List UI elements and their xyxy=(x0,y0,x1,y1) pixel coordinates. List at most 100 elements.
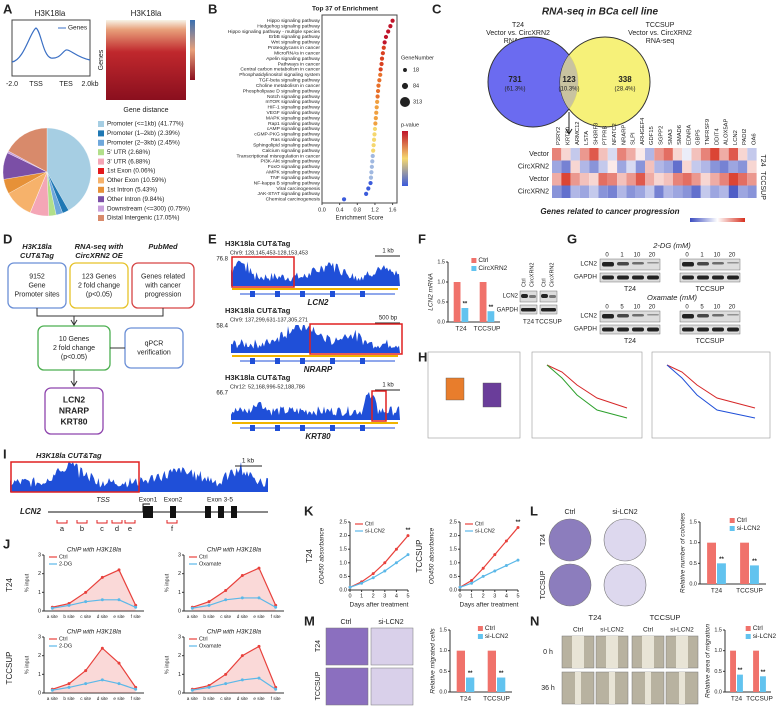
pathway-label: HIF-1 signaling pathway xyxy=(268,105,321,111)
series-point xyxy=(67,685,71,689)
size-key-label: 18 xyxy=(413,67,419,73)
heat-cell xyxy=(570,185,580,198)
dot xyxy=(369,170,374,175)
band xyxy=(682,275,694,280)
band xyxy=(697,327,709,332)
x-tick-label: a site xyxy=(47,614,59,619)
lane-label: 0 xyxy=(605,253,609,259)
track-title: H3K18la CUT&Tag xyxy=(225,239,291,248)
x-axis-label: Days after treatment xyxy=(460,602,519,609)
x-tick-label: 0 xyxy=(458,593,461,599)
lane-label: 5 xyxy=(620,305,624,311)
exon xyxy=(205,506,211,518)
heat-cell xyxy=(626,173,636,186)
heat-cell xyxy=(561,173,571,186)
band xyxy=(712,314,724,317)
series-line xyxy=(192,567,277,608)
y-axis-label: % input xyxy=(164,655,170,674)
x-tick-label: T24 xyxy=(455,326,467,333)
well xyxy=(603,518,647,562)
heat-cell xyxy=(654,160,664,173)
track-max: 66.7 xyxy=(216,391,228,397)
dot xyxy=(386,29,391,34)
blot xyxy=(599,310,661,323)
y-tick-label: 0.0 xyxy=(439,689,447,695)
pathway-label: TNF signaling pathway xyxy=(270,175,320,181)
heat-cell xyxy=(682,185,692,198)
flow-text: 2 fold change xyxy=(78,282,120,289)
heat-cell xyxy=(607,148,618,161)
flow-box xyxy=(44,387,104,435)
blot xyxy=(599,258,661,271)
flow-text: qPCR xyxy=(145,340,164,347)
pathway-label: ErbB signaling pathway xyxy=(269,34,321,40)
col-label: si-LCN2 xyxy=(378,619,403,626)
dot xyxy=(378,67,383,72)
series-point xyxy=(134,687,138,691)
chart-title: Top 37 of Enrichment xyxy=(312,6,379,13)
gene-label: ALOX5AP xyxy=(724,118,730,145)
legend-swatch xyxy=(745,634,751,639)
heat-cell xyxy=(598,148,608,161)
lane-label: 20 xyxy=(649,305,656,311)
chart-title: ChIP with H3K18la xyxy=(207,629,262,636)
y-axis-label: Relative migrated cells xyxy=(430,628,437,694)
panel-label: D xyxy=(3,231,12,246)
series-point xyxy=(100,646,104,650)
colorbar xyxy=(190,20,195,80)
col-label: Ctrl xyxy=(573,627,584,634)
pathway-label: Choline metabolism in cancer xyxy=(256,83,321,89)
y-axis-label: Genes xyxy=(98,49,105,70)
legend-swatch xyxy=(98,186,104,193)
scratch xyxy=(676,636,688,668)
y-tick-label: 0.5 xyxy=(439,669,447,675)
band xyxy=(521,308,536,312)
treatment-title: 2-DG (mM) xyxy=(652,241,691,250)
blot xyxy=(679,272,741,283)
legend-label: 2-DG xyxy=(59,643,72,649)
heat-cell xyxy=(589,173,599,186)
heat-cell xyxy=(691,173,701,186)
y-tick-label: 2 xyxy=(178,653,181,659)
well xyxy=(603,563,647,607)
heat-cell xyxy=(654,185,664,198)
dot xyxy=(376,83,381,88)
x-tick-label: TES xyxy=(59,81,73,88)
dot xyxy=(382,40,387,45)
legend-label: Other Intron (9.84%) xyxy=(107,196,164,203)
arrow xyxy=(565,112,573,135)
flow-text: (p<0.05) xyxy=(61,354,87,361)
gene-label: PTPRB xyxy=(603,126,609,145)
heat-cell xyxy=(710,173,720,186)
heat-cell xyxy=(579,148,590,161)
legend-swatch xyxy=(98,121,104,127)
pathway-label: Notch signaling pathway xyxy=(267,94,321,100)
lane-label: 10 xyxy=(634,253,641,259)
heat-cell xyxy=(710,148,720,161)
lane-label: 20 xyxy=(729,253,736,259)
x-tick-label: e site xyxy=(253,696,265,701)
x-tick-label: e site xyxy=(253,614,265,619)
series-point xyxy=(84,682,88,686)
y-tick-label: 3 xyxy=(178,634,181,640)
x-tick-label: TSS xyxy=(29,81,43,88)
band xyxy=(602,262,614,267)
legend-swatch xyxy=(98,205,104,212)
panel-label: L xyxy=(530,503,538,518)
col-label: si-LCN2 xyxy=(670,627,694,634)
exon xyxy=(250,358,255,364)
heat-cell xyxy=(635,160,645,173)
series-point xyxy=(406,553,410,557)
band xyxy=(541,294,548,298)
legend-swatch xyxy=(745,626,751,631)
lane-label: 0 xyxy=(605,305,609,311)
x-tick-label: TCCSUP xyxy=(746,696,773,703)
significance: ** xyxy=(463,302,468,308)
series-point xyxy=(493,553,497,557)
band xyxy=(727,314,739,316)
lane-label: CircXRN2 xyxy=(529,263,535,287)
panel-label: C xyxy=(432,1,442,16)
series-point xyxy=(394,547,398,551)
heat-cell xyxy=(626,185,636,198)
series-point xyxy=(481,566,485,570)
